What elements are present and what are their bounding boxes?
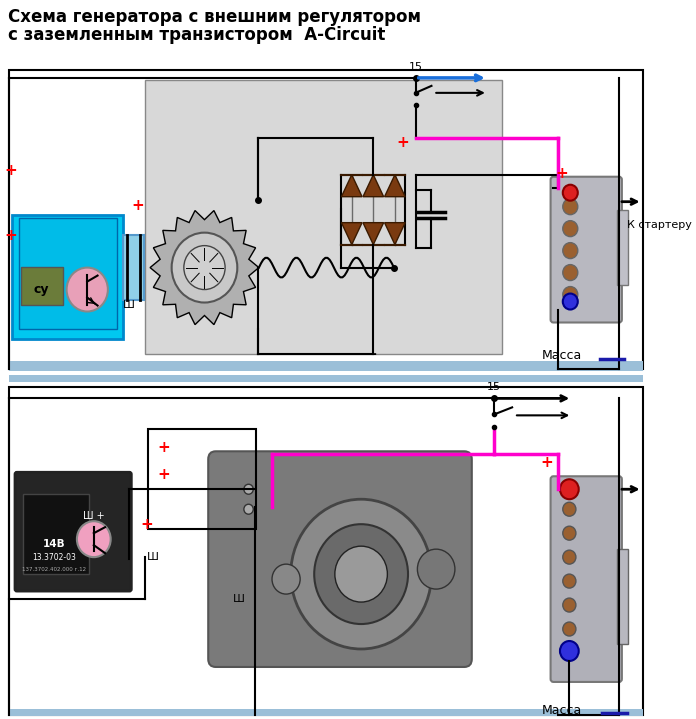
Circle shape (314, 524, 408, 624)
Circle shape (563, 622, 576, 636)
Text: +: + (132, 198, 144, 213)
Circle shape (335, 546, 388, 602)
Text: Ш: Ш (147, 552, 159, 562)
Circle shape (563, 293, 578, 309)
Bar (9, 70, 642, 370)
Bar (19, 218, 117, 329)
Bar (9, 388, 642, 715)
Circle shape (563, 198, 578, 215)
Circle shape (563, 526, 576, 540)
Circle shape (560, 641, 579, 661)
Circle shape (563, 550, 576, 564)
Bar (617, 210, 628, 285)
Text: +: + (5, 228, 17, 242)
Text: +: + (157, 467, 171, 482)
Text: Ш +: Ш + (83, 511, 104, 521)
Bar (9, 375, 642, 383)
FancyBboxPatch shape (15, 472, 132, 591)
Circle shape (77, 521, 111, 557)
Circle shape (563, 287, 578, 303)
Polygon shape (385, 223, 405, 244)
Text: Схема генератора с внешним регулятором: Схема генератора с внешним регулятором (8, 8, 420, 26)
Circle shape (244, 504, 253, 514)
Text: Ш: Ш (233, 594, 245, 604)
Polygon shape (385, 175, 405, 197)
Text: с заземленным транзистором  A-Circuit: с заземленным транзистором A-Circuit (8, 26, 385, 44)
Circle shape (67, 267, 108, 311)
Circle shape (563, 598, 576, 612)
Circle shape (172, 233, 237, 303)
Bar (24, 494, 89, 574)
FancyBboxPatch shape (551, 177, 622, 323)
Text: +: + (141, 517, 153, 532)
Circle shape (272, 564, 300, 594)
FancyBboxPatch shape (208, 452, 472, 667)
Text: +: + (157, 440, 171, 455)
Text: 13.3702-03: 13.3702-03 (33, 553, 77, 562)
Bar (9, 362, 642, 372)
Text: +: + (396, 134, 409, 150)
Text: +: + (5, 162, 17, 178)
Circle shape (563, 242, 578, 259)
Text: Ш: Ш (122, 300, 134, 309)
Circle shape (244, 485, 253, 494)
FancyBboxPatch shape (21, 267, 63, 305)
Text: 137.3702.402.000 г.12: 137.3702.402.000 г.12 (22, 567, 86, 572)
Text: +: + (540, 455, 553, 470)
Text: 15: 15 (487, 383, 501, 393)
Bar (123, 234, 143, 300)
FancyBboxPatch shape (551, 476, 622, 682)
Text: 14B: 14B (43, 539, 65, 549)
Text: К стартеру: К стартеру (626, 219, 691, 229)
Text: +: + (555, 165, 568, 180)
Circle shape (291, 499, 432, 649)
Polygon shape (363, 223, 383, 244)
Circle shape (563, 503, 576, 516)
Circle shape (418, 549, 455, 589)
Polygon shape (342, 223, 362, 244)
Polygon shape (150, 211, 259, 324)
Bar (13, 215, 123, 339)
Circle shape (563, 265, 578, 280)
Text: Масса: Масса (542, 349, 583, 362)
Text: су: су (33, 283, 49, 296)
Text: 15: 15 (409, 62, 422, 72)
Polygon shape (363, 175, 383, 197)
Circle shape (563, 185, 578, 201)
Circle shape (563, 221, 578, 237)
Circle shape (184, 246, 225, 290)
Text: −: − (364, 347, 377, 362)
Bar (145, 80, 502, 354)
Polygon shape (342, 175, 362, 197)
Bar (617, 549, 628, 644)
Text: Масса: Масса (542, 705, 583, 718)
Bar (148, 429, 256, 529)
Circle shape (563, 574, 576, 588)
Bar (9, 709, 642, 716)
Circle shape (560, 480, 579, 499)
